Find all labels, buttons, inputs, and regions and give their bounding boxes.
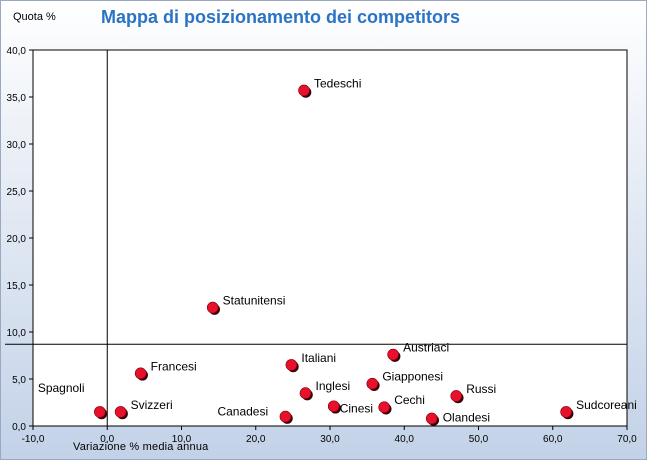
y-tick-label: 5,0 [12,375,26,386]
x-tick-label: 30,0 [320,434,340,445]
x-tick-label: -10,0 [22,434,45,445]
point-label: Statunitensi [223,294,286,308]
x-tick-label: 50,0 [469,434,489,445]
plot-area [32,49,628,427]
point-label: Svizzeri [131,398,173,412]
y-tick-label: 30,0 [7,140,27,151]
point-marker [387,348,399,361]
point-marker [114,406,127,418]
point-marker [134,367,147,380]
point-label: Canadesi [217,405,268,419]
y-tick-label: 25,0 [7,187,27,198]
point-marker [327,400,340,413]
point-label: Inglesi [315,379,350,393]
point-marker [94,406,106,418]
point-label: Italiani [301,351,336,365]
point-label: Tedeschi [314,76,361,90]
point-label: Giapponesi [382,370,443,384]
point-marker [560,406,572,418]
point-marker [206,301,219,314]
point-label: Cinesi [340,401,373,415]
point-label: Austriaci [403,341,449,355]
point-marker [425,412,438,425]
x-tick-label: 60,0 [543,434,563,445]
point-marker [279,410,292,423]
point-marker [299,387,312,399]
point-marker [285,359,298,371]
point-label: Sudcoreani [576,398,637,412]
y-tick-label: 10,0 [7,328,27,339]
y-tick-label: 0,0 [12,422,26,433]
x-tick-label: 20,0 [246,434,266,445]
x-axis-label: Variazione % media annua [73,441,209,453]
y-tick-label: 35,0 [7,93,27,104]
y-tick-label: 15,0 [7,281,27,292]
point-marker [366,377,379,390]
chart-title: Mappa di posizionamento dei competitors [101,7,461,27]
y-axis-label: Quota % [13,11,56,23]
y-tick-label: 20,0 [7,234,27,245]
point-label: Spagnoli [38,381,85,395]
point-marker [378,401,391,414]
point-label: Cechi [394,393,425,407]
point-label: Olandesi [443,410,490,424]
point-label: Francesi [151,359,197,373]
x-tick-label: 40,0 [395,434,415,445]
x-tick-label: 0,0 [100,434,114,445]
x-tick-label: 70,0 [617,434,637,445]
point-marker [298,84,310,97]
point-marker [450,390,463,402]
y-tick-label: 40,0 [7,46,27,57]
x-tick-label: 10,0 [172,434,192,445]
point-label: Russi [466,382,496,396]
